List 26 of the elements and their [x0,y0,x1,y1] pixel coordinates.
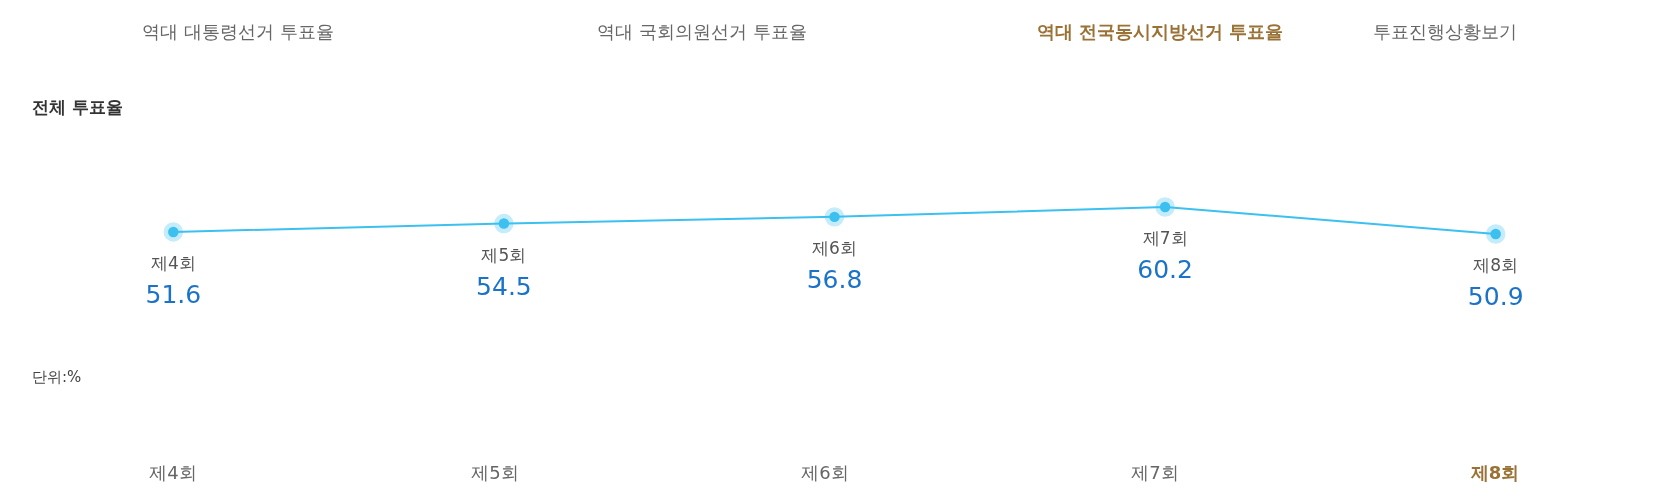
annotation: 제7회 [1142,228,1188,248]
data-label: 60.2 [1137,255,1193,284]
point [163,222,184,242]
text: 역대 대통령선거 투표율 [142,21,334,42]
chart-title: 전체 투표율 [32,97,123,117]
text: 제5회 [481,244,527,265]
text: 제6회 [812,237,857,258]
text: 투표진행상황보기 [1373,21,1517,42]
x-tick-label: 제7회 [1131,462,1179,483]
point [494,213,514,234]
data-label: 54.5 [476,271,532,301]
point [824,207,845,227]
x-tick-label: 제6회 [801,462,849,483]
data-label: 56.8 [806,264,863,294]
x-tick-label: 제5회 [471,462,519,483]
text: 역대 국회의원선거 투표율 [597,21,807,42]
data-label: 50.9 [1467,282,1524,311]
text: 단위:% [32,368,82,386]
x-tick-label: 제4회 [149,462,197,483]
x-tick-label: 제8회 [1469,462,1520,483]
point [1155,197,1175,217]
data-label: 51.6 [145,279,202,309]
text: 제8회 [1473,255,1519,275]
point [1485,224,1506,244]
text: 역대 전국동시지방선거 투표율 [1036,21,1284,42]
text: 제4회 [150,252,196,273]
